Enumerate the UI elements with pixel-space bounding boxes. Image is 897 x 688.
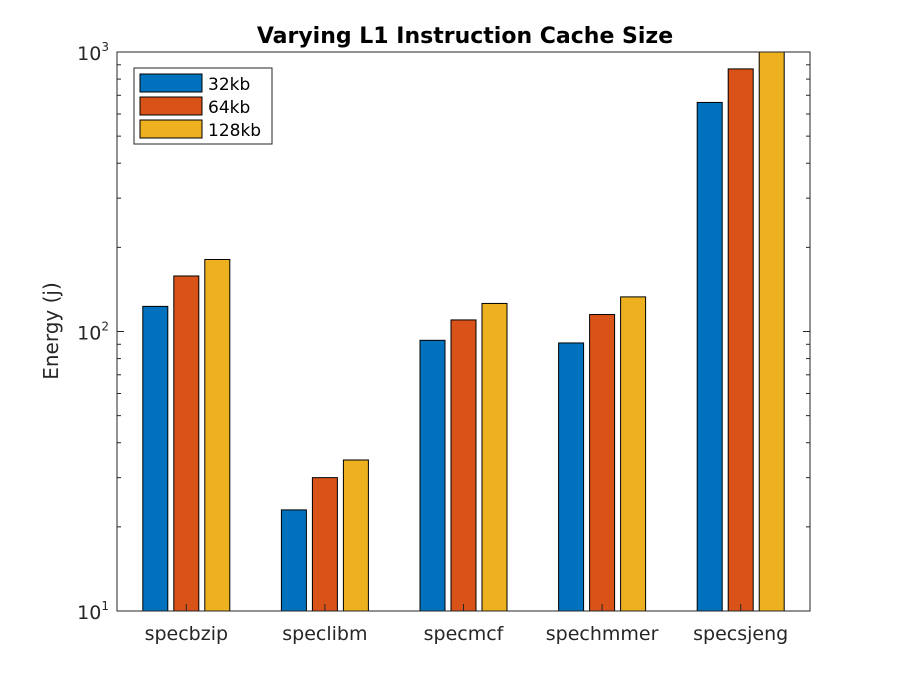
bar-spechmmer-32kb: [558, 342, 585, 612]
y-tick-label: 101: [77, 599, 109, 624]
y-ticks: 101 102 103: [77, 40, 810, 624]
minor-ticks: [117, 64, 810, 528]
y-tick-label: 102: [77, 320, 109, 345]
y-tick-label: 103: [77, 40, 109, 65]
bar-specmcf-64kb: [450, 319, 477, 612]
bar-specmcf-32kb: [419, 339, 446, 612]
legend-label-32kb: 32kb: [208, 75, 250, 95]
legend-label-128kb: 128kb: [208, 121, 261, 141]
bar-specbzip-64kb: [173, 275, 200, 612]
x-tick-label-spechmmer: spechmmer: [546, 623, 659, 645]
bar-speclibm-32kb: [280, 509, 307, 612]
bar-spechmmer-128kb: [620, 296, 647, 612]
y-axis-label: Energy (j): [39, 282, 63, 380]
bar-specbzip-32kb: [142, 305, 169, 612]
legend-label-64kb: 64kb: [208, 98, 250, 118]
bar-speclibm-64kb: [311, 477, 338, 612]
bar-spechmmer-64kb: [589, 314, 616, 612]
x-tick-label-specbzip: specbzip: [145, 623, 228, 645]
bar-specsjeng-128kb: [758, 51, 785, 612]
legend-swatch-32kb: [139, 73, 203, 93]
bar-specsjeng-64kb: [727, 68, 754, 612]
bar-specsjeng-32kb: [696, 101, 723, 612]
bar-specbzip-128kb: [204, 258, 231, 612]
bars: [142, 51, 785, 612]
x-tick-label-specmcf: specmcf: [424, 623, 505, 645]
bar-specmcf-128kb: [481, 302, 508, 612]
legend: 32kb 64kb 128kb: [133, 67, 273, 145]
legend-swatch-64kb: [139, 96, 203, 116]
x-tick-label-speclibm: speclibm: [282, 623, 367, 645]
x-tick-label-specsjeng: specsjeng: [693, 623, 788, 645]
x-ticks: specbzip speclibm specmcf spechmmer specsjen…: [145, 604, 788, 645]
legend-swatch-128kb: [139, 119, 203, 139]
bar-speclibm-128kb: [342, 459, 369, 612]
chart-title: Varying L1 Instruction Cache Size: [257, 24, 673, 49]
